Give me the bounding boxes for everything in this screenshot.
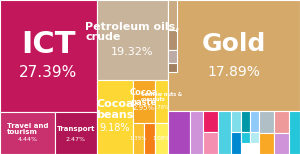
Bar [218,111,231,154]
Text: Petroleum oils,
crude: Petroleum oils, crude [85,22,180,42]
Bar [274,133,289,154]
Bar [250,132,259,143]
Bar [133,123,144,154]
Text: Cashew nuts &
coconuts: Cashew nuts & coconuts [141,92,182,102]
Text: Cocoa
beans: Cocoa beans [96,99,134,120]
Bar [168,0,300,111]
Bar [168,0,177,30]
Text: 1.78%: 1.78% [154,105,169,110]
Text: 1.08%: 1.08% [153,136,170,141]
Bar [203,132,218,154]
Bar [0,0,97,112]
Bar [289,111,300,154]
Bar [274,111,289,133]
Text: Transport: Transport [57,126,95,132]
Bar [259,133,274,154]
Text: ICT: ICT [21,30,76,59]
Bar [241,132,250,143]
Bar [231,132,241,154]
Bar [203,111,218,132]
Bar [155,123,168,154]
Text: Cocoa
paste: Cocoa paste [130,88,158,107]
Text: 17.89%: 17.89% [208,65,260,79]
Text: 1.35%: 1.35% [130,136,147,141]
Bar [0,112,55,154]
Bar [168,111,190,154]
Text: Travel and
tourism: Travel and tourism [7,123,48,135]
Text: 27.39%: 27.39% [20,65,78,80]
Text: 4.44%: 4.44% [17,137,38,142]
Text: Gold: Gold [202,32,266,56]
Bar [97,0,168,80]
Bar [190,111,203,154]
Bar [168,30,177,50]
Bar [231,111,241,132]
Text: 2.95%: 2.95% [133,105,155,111]
Bar [250,111,259,132]
Bar [144,123,155,154]
Text: 2.47%: 2.47% [66,137,86,142]
Bar [168,50,177,63]
Text: 19.32%: 19.32% [111,47,154,57]
Bar [168,63,177,72]
Bar [133,80,155,123]
Text: 9.18%: 9.18% [100,123,130,133]
Bar [259,111,274,133]
Bar [155,80,168,123]
Bar [241,111,250,132]
Bar [55,112,97,154]
Bar [97,80,133,154]
